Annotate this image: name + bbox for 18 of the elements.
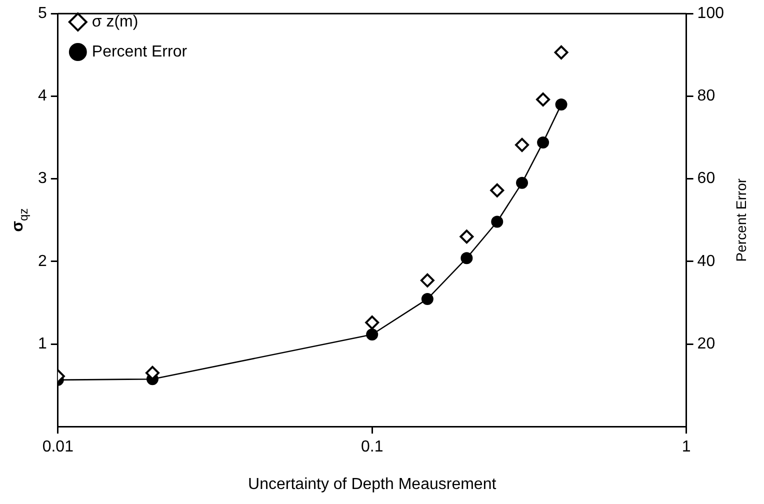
y2-tick-label: 40 [697, 252, 716, 270]
y2-axis-title: Percent Error [732, 178, 749, 262]
x-tick-label: 1 [682, 438, 691, 456]
y-tick-label: 3 [38, 170, 47, 188]
y-tick-label: 5 [38, 5, 47, 22]
y2-tick-label: 20 [697, 335, 716, 352]
y2-tick-label: 80 [697, 88, 716, 105]
y2-tick-label: 100 [697, 5, 724, 22]
x-tick-label: 0.1 [360, 438, 384, 456]
y-tick-label: 4 [38, 88, 47, 105]
y2-tick-label: 60 [697, 170, 716, 188]
legend-label: Percent Error [92, 43, 188, 60]
y-axis-title: σqz [9, 208, 30, 232]
x-axis-title: Uncertainty of Depth Meausrement [248, 476, 497, 493]
legend-label: σ z(m) [92, 13, 138, 30]
y-tick-label: 1 [38, 335, 47, 352]
x-tick-label: 0.01 [42, 438, 74, 456]
y-tick-label: 2 [38, 252, 47, 270]
